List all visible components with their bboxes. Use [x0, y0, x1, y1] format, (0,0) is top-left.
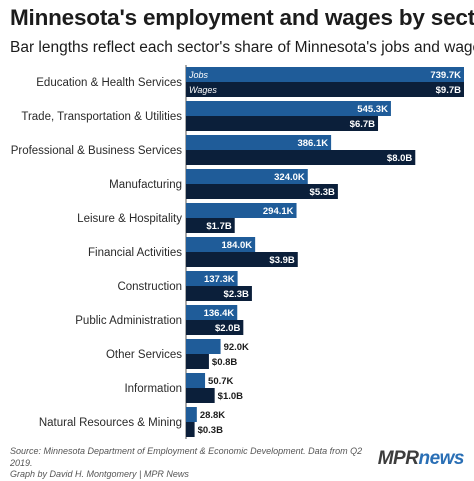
jobs-value-label: 184.0K	[222, 240, 253, 251]
mpr-news-logo: MPRnews	[377, 448, 465, 470]
category-label: Leisure & Hospitality	[77, 213, 182, 225]
wages-series-label: Wages	[189, 85, 217, 95]
jobs-bar	[186, 67, 464, 82]
category-label: Construction	[117, 281, 182, 293]
jobs-value-label: 545.3K	[357, 104, 388, 115]
category-label: Public Administration	[75, 315, 182, 327]
wages-bar	[186, 354, 209, 369]
jobs-bar	[186, 101, 391, 116]
wages-bar	[186, 422, 195, 437]
wages-value-label: $0.3B	[198, 425, 223, 436]
jobs-bar	[186, 305, 238, 320]
wages-value-label: $9.7B	[436, 85, 461, 96]
category-label: Manufacturing	[109, 179, 182, 191]
jobs-value-label: 136.4K	[204, 308, 235, 319]
logo-mpr: MPR	[377, 448, 419, 469]
jobs-value-label: 386.1K	[297, 138, 328, 149]
wages-value-label: $0.8B	[212, 357, 237, 368]
jobs-bar	[186, 373, 206, 388]
wages-value-label: $2.3B	[224, 289, 249, 300]
source-line: Source: Minnesota Department of Employme…	[10, 446, 363, 468]
jobs-value-label: 294.1K	[263, 206, 294, 217]
jobs-bar	[186, 203, 297, 218]
category-label: Natural Resources & Mining	[39, 417, 182, 429]
wages-bar	[186, 116, 379, 131]
jobs-value-label: 50.7K	[208, 376, 233, 387]
jobs-value-label: 739.7K	[430, 70, 461, 81]
jobs-value-label: 28.8K	[200, 410, 225, 421]
jobs-value-label: 92.0K	[224, 342, 249, 353]
jobs-value-label: 324.0K	[274, 172, 305, 183]
chart-title: Minnesota's employment and wages by sect…	[10, 5, 474, 30]
chart-subtitle: Bar lengths reflect each sector's share …	[10, 39, 474, 56]
wages-bar	[186, 82, 464, 97]
jobs-bar	[186, 407, 197, 422]
jobs-series-label: Jobs	[188, 70, 209, 80]
jobs-bar	[186, 135, 332, 150]
wages-value-label: $8.0B	[387, 153, 412, 164]
category-label: Information	[124, 383, 182, 395]
wages-value-label: $1.0B	[218, 391, 243, 402]
category-label: Professional & Business Services	[11, 145, 183, 157]
logo-news: news	[418, 448, 464, 469]
wages-value-label: $6.7B	[350, 119, 375, 130]
category-label: Trade, Transportation & Utilities	[21, 111, 182, 123]
jobs-value-label: 137.3K	[204, 274, 235, 285]
jobs-bar	[186, 237, 256, 252]
wages-bar	[186, 252, 298, 267]
jobs-bar	[186, 339, 221, 354]
wages-bar	[186, 320, 244, 335]
wages-bar	[186, 218, 235, 233]
bar-chart: Education & Health Services 739.7K $9.7B Jo…	[11, 65, 464, 439]
source-note: Source: Minnesota Department of Employme…	[10, 446, 370, 481]
category-label: Financial Activities	[88, 247, 182, 259]
jobs-bar	[186, 169, 308, 184]
jobs-bar	[186, 271, 238, 286]
wages-bar	[186, 388, 215, 403]
wages-bar	[186, 150, 416, 165]
category-label: Other Services	[106, 349, 182, 361]
category-label: Education & Health Services	[36, 77, 182, 89]
wages-value-label: $1.7B	[206, 221, 231, 232]
wages-bar	[186, 184, 338, 199]
wages-value-label: $3.9B	[269, 255, 294, 266]
credit-line: Graph by David H. Montgomery | MPR News	[10, 469, 189, 479]
wages-bar	[186, 286, 252, 301]
wages-value-label: $5.3B	[310, 187, 335, 198]
wages-value-label: $2.0B	[215, 323, 240, 334]
